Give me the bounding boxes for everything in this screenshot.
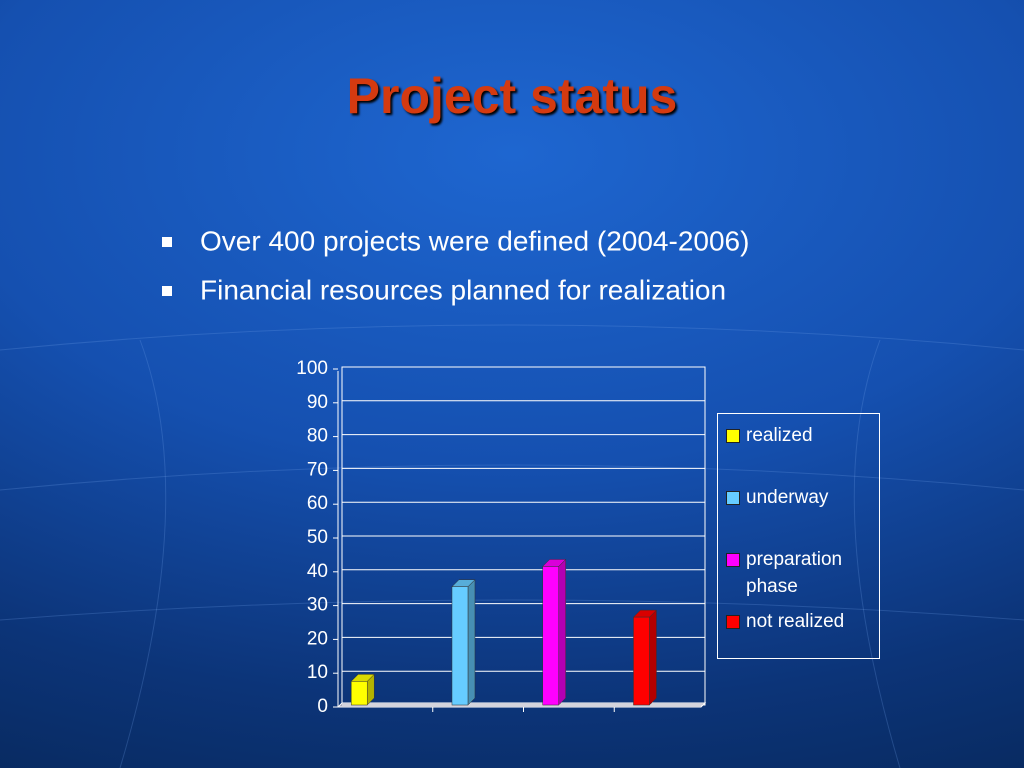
legend: realized underway preparation phase not rea… xyxy=(717,413,880,659)
legend-label: realized xyxy=(746,425,813,446)
y-tick-label: 40 xyxy=(307,561,328,582)
y-tick-label: 50 xyxy=(307,527,328,548)
y-tick-label: 70 xyxy=(307,459,328,480)
legend-item: underway xyxy=(726,484,876,511)
legend-swatch xyxy=(726,491,740,505)
bullet-marker xyxy=(162,286,172,296)
legend-label: not realized xyxy=(746,611,845,632)
y-tick-label: 100 xyxy=(296,358,328,379)
y-tick-label: 80 xyxy=(307,426,328,447)
bullet-text: Financial resources planned for realizat… xyxy=(200,274,726,305)
y-tick-label: 0 xyxy=(317,696,328,717)
bar xyxy=(633,616,650,706)
legend-label: preparation phase xyxy=(746,549,843,597)
y-tick-label: 60 xyxy=(307,493,328,514)
bar xyxy=(542,566,559,706)
bar-side xyxy=(467,579,476,706)
bar xyxy=(350,681,368,706)
background-curves xyxy=(0,324,1024,768)
legend-swatch xyxy=(726,553,740,567)
legend-item: not realized xyxy=(726,608,876,635)
y-tick-label: 10 xyxy=(307,662,328,683)
legend-label: underway xyxy=(746,487,829,508)
slide-title: Project status xyxy=(347,68,678,124)
y-tick-label: 20 xyxy=(307,628,328,649)
y-tick-label: 90 xyxy=(307,392,328,413)
legend-item: realized xyxy=(726,422,876,449)
legend-swatch xyxy=(726,615,740,629)
bar-side xyxy=(558,558,566,706)
bar-side xyxy=(649,609,657,706)
chart: 0 10 20 30 40 50 60 70 80 90 100 xyxy=(296,358,707,717)
bar xyxy=(451,586,469,706)
legend-swatch xyxy=(726,429,740,443)
bullet-text: Over 400 projects were defined (2004-200… xyxy=(200,225,749,256)
legend-item: preparation phase xyxy=(726,546,876,600)
y-tick-label: 30 xyxy=(307,595,328,616)
bullet-marker xyxy=(162,237,172,247)
